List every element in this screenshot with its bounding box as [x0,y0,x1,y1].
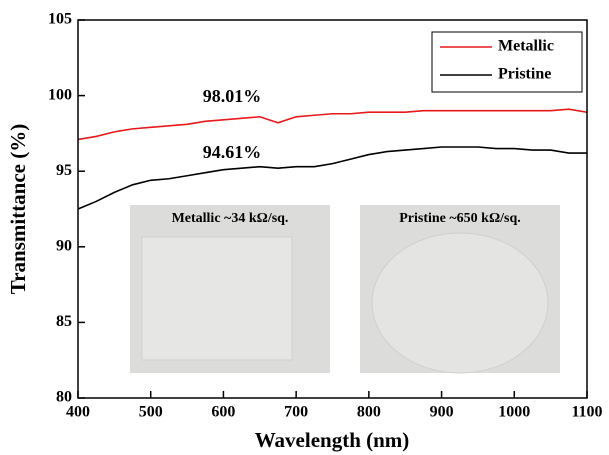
series-line [77,146,587,210]
y-tick-label: 95 [56,162,72,179]
y-axis-label: Transmittance (%) [6,124,30,295]
legend-label: Metallic [498,38,554,55]
series-line [77,108,588,141]
y-tick-label: 90 [56,237,72,254]
plot-frame [77,19,588,399]
x-tick-label: 500 [139,404,163,421]
legend-box [431,31,583,93]
x-tick-label: 1100 [571,404,602,421]
annotation: 94.61% [203,142,262,162]
y-tick-label: 105 [48,11,72,28]
y-tick-label: 85 [56,313,72,330]
x-tick-label: 800 [357,404,381,421]
x-tick-label: 1000 [498,404,530,421]
annotation: 98.01% [203,86,262,106]
inset-label: Metallic ~34 kΩ/sq. [172,211,289,226]
y-tick-label: 100 [48,86,72,103]
x-tick-label: 700 [284,404,308,421]
film [141,236,293,361]
x-tick-label: 600 [211,404,235,421]
film [371,232,549,374]
x-tick-label: 900 [430,404,454,421]
x-tick-label: 400 [66,404,90,421]
x-axis-label: Wavelength (nm) [255,428,410,452]
inset-label: Pristine ~650 kΩ/sq. [399,211,521,226]
y-tick-label: 80 [56,389,72,406]
legend-label: Pristine [498,66,551,83]
